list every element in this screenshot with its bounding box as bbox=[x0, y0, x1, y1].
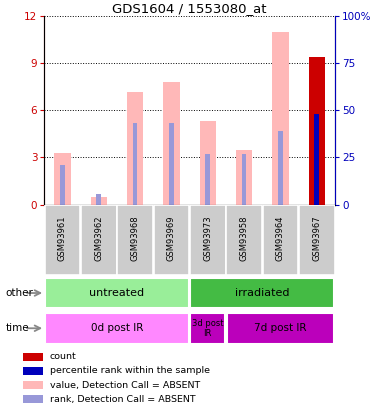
Text: GSM93958: GSM93958 bbox=[239, 216, 249, 261]
Bar bbox=[299, 205, 335, 275]
Bar bbox=[60, 165, 65, 205]
Text: GSM93973: GSM93973 bbox=[203, 216, 212, 261]
Bar bbox=[169, 123, 174, 205]
Bar bbox=[127, 92, 143, 205]
Bar bbox=[154, 205, 189, 275]
Bar bbox=[97, 194, 101, 205]
Bar bbox=[133, 123, 137, 205]
Bar bbox=[23, 353, 43, 361]
Text: time: time bbox=[6, 323, 29, 333]
Bar bbox=[45, 205, 80, 275]
Bar bbox=[190, 313, 225, 344]
Bar bbox=[81, 205, 117, 275]
Bar bbox=[23, 367, 43, 375]
Text: percentile rank within the sample: percentile rank within the sample bbox=[50, 367, 210, 375]
Bar bbox=[309, 57, 325, 205]
Text: GSM93967: GSM93967 bbox=[312, 216, 321, 261]
Bar bbox=[163, 82, 180, 205]
Text: other: other bbox=[6, 288, 33, 298]
Text: rank, Detection Call = ABSENT: rank, Detection Call = ABSENT bbox=[50, 394, 196, 404]
Text: untreated: untreated bbox=[89, 288, 144, 298]
Bar bbox=[45, 277, 189, 309]
Bar bbox=[272, 32, 289, 205]
Bar bbox=[190, 205, 226, 275]
Bar bbox=[278, 131, 283, 205]
Text: GSM93969: GSM93969 bbox=[167, 216, 176, 261]
Title: GDS1604 / 1553080_at: GDS1604 / 1553080_at bbox=[112, 2, 267, 15]
Text: GSM93962: GSM93962 bbox=[94, 216, 103, 261]
Bar bbox=[236, 149, 252, 205]
Text: GSM93968: GSM93968 bbox=[131, 216, 140, 261]
Bar bbox=[23, 381, 43, 389]
Bar bbox=[117, 205, 153, 275]
Bar bbox=[315, 113, 319, 205]
Bar bbox=[242, 154, 246, 205]
Text: 0d post IR: 0d post IR bbox=[91, 323, 143, 333]
Bar bbox=[199, 122, 216, 205]
Bar bbox=[227, 313, 334, 344]
Bar bbox=[226, 205, 262, 275]
Text: value, Detection Call = ABSENT: value, Detection Call = ABSENT bbox=[50, 381, 200, 390]
Bar bbox=[206, 154, 210, 205]
Bar bbox=[263, 205, 298, 275]
Bar bbox=[54, 153, 70, 205]
Text: 7d post IR: 7d post IR bbox=[254, 323, 307, 333]
Text: GSM93964: GSM93964 bbox=[276, 216, 285, 261]
Text: count: count bbox=[50, 352, 77, 361]
Text: GSM93961: GSM93961 bbox=[58, 216, 67, 261]
Bar bbox=[90, 197, 107, 205]
Bar bbox=[45, 313, 189, 344]
Text: irradiated: irradiated bbox=[235, 288, 290, 298]
Bar bbox=[190, 277, 334, 309]
Bar bbox=[23, 395, 43, 403]
Text: 3d post
IR: 3d post IR bbox=[192, 319, 224, 338]
